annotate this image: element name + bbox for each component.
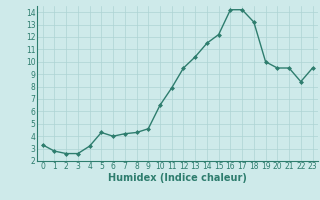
- X-axis label: Humidex (Indice chaleur): Humidex (Indice chaleur): [108, 173, 247, 183]
